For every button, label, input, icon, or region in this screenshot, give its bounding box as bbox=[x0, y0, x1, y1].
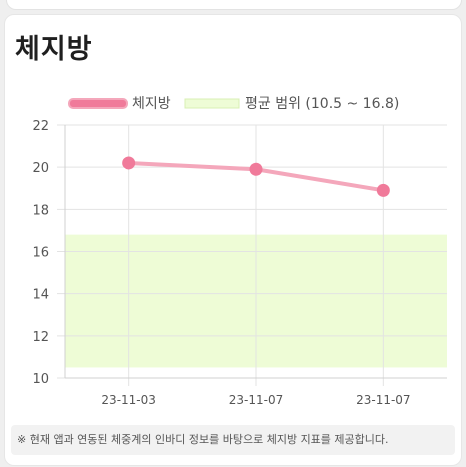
info-note: ※ 현재 앱과 연동된 체중계의 인바디 정보를 바탕으로 체지방 지표를 제공… bbox=[11, 425, 455, 455]
body-fat-chart: 체지방 평균 범위 (10.5 ~ 16.8) 10 12 14 16 18 20 22 23… bbox=[32, 96, 447, 407]
plot-area: 10 12 14 16 18 20 22 23-11-03 23-11-07 23-11-07 bbox=[32, 119, 447, 407]
x-tick-label: 23-11-07 bbox=[229, 393, 283, 407]
legend-swatch-series bbox=[68, 98, 128, 109]
card-title: 체지방 bbox=[15, 34, 93, 65]
y-tick-label: 22 bbox=[32, 119, 49, 134]
legend-label-series: 체지방 bbox=[132, 96, 171, 112]
body-fat-card: 체지방 체지방 평균 범위 (10.5 ~ 16.8) 10 12 14 16 18 20… bbox=[4, 14, 462, 466]
x-tick-label: 23-11-03 bbox=[101, 393, 155, 407]
x-tick-label: 23-11-07 bbox=[356, 393, 410, 407]
y-tick-label: 18 bbox=[32, 203, 49, 218]
y-tick-label: 16 bbox=[32, 246, 49, 261]
y-tick-label: 12 bbox=[32, 330, 49, 345]
previous-card-edge bbox=[6, 0, 462, 10]
y-tick-label: 10 bbox=[32, 372, 49, 387]
data-point bbox=[122, 156, 136, 170]
data-point bbox=[249, 162, 263, 176]
data-point bbox=[376, 183, 390, 197]
legend-label-range: 평균 범위 (10.5 ~ 16.8) bbox=[245, 96, 399, 112]
legend-swatch-range bbox=[184, 98, 240, 109]
y-tick-label: 20 bbox=[32, 161, 49, 176]
legend: 체지방 평균 범위 (10.5 ~ 16.8) bbox=[68, 96, 399, 112]
y-tick-label: 14 bbox=[32, 288, 49, 303]
